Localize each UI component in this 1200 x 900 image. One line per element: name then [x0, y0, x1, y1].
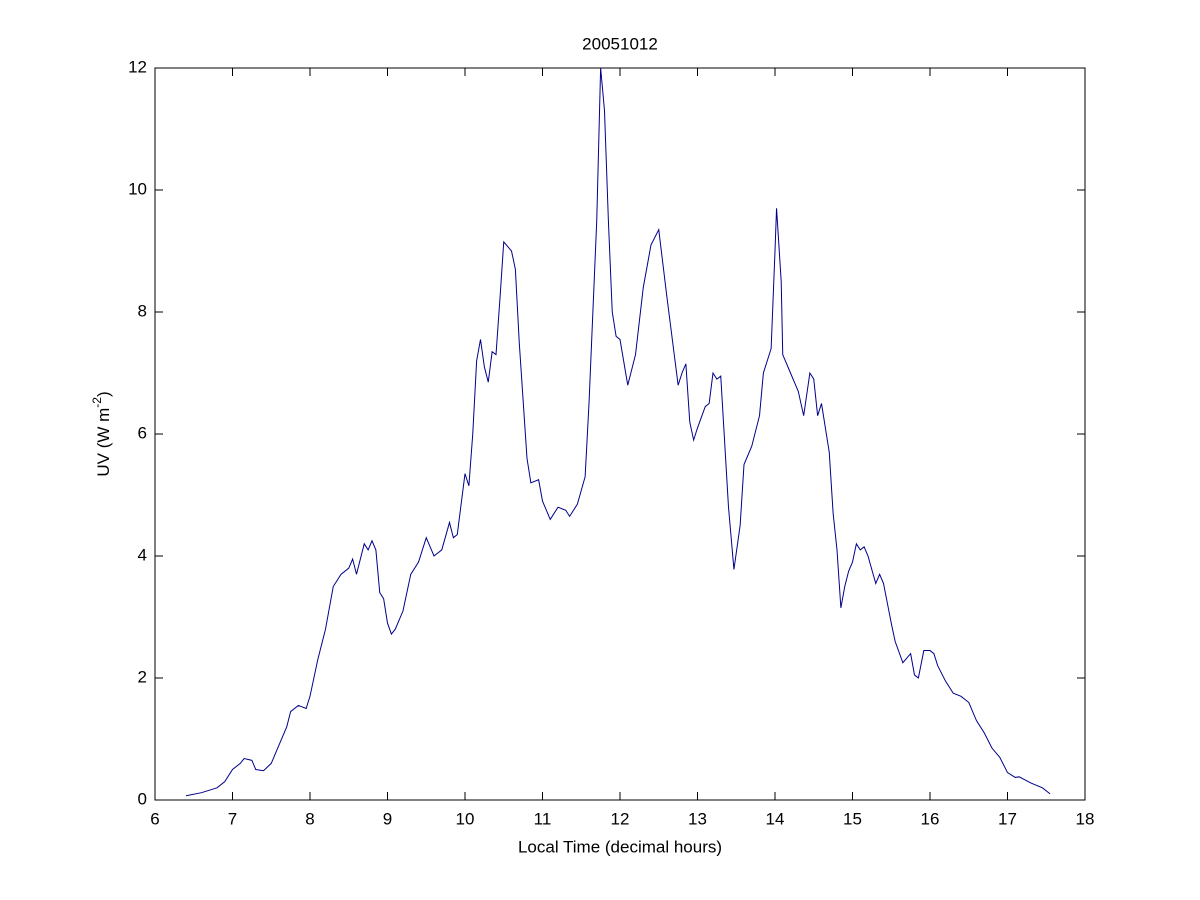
- y-tick-label: 12: [128, 57, 147, 76]
- y-tick-label: 10: [128, 179, 147, 198]
- x-tick-label: 13: [688, 809, 707, 828]
- x-tick-label: 9: [383, 809, 392, 828]
- x-tick-label: 18: [1076, 809, 1095, 828]
- y-label-text: UV (W m: [94, 408, 113, 477]
- x-tick-label: 7: [228, 809, 237, 828]
- plot-frame: [154, 67, 1086, 801]
- x-tick-label: 12: [611, 809, 630, 828]
- y-label-sup: -2: [90, 397, 104, 408]
- y-tick-label: 0: [138, 789, 147, 808]
- data-line: [185, 67, 1051, 797]
- chart-title: 20051012: [582, 34, 658, 53]
- y-axis-label: UV (W m-2): [90, 391, 113, 476]
- y-tick-label: 8: [138, 301, 147, 320]
- y-tick-label: 2: [138, 667, 147, 686]
- x-tick-label: 17: [998, 809, 1017, 828]
- x-tick-label: 8: [305, 809, 314, 828]
- x-tick-label: 14: [766, 809, 785, 828]
- y-label-end: ): [94, 391, 113, 397]
- x-tick-label: 16: [921, 809, 940, 828]
- x-axis-label: Local Time (decimal hours): [518, 837, 722, 856]
- y-tick-label: 4: [138, 545, 147, 564]
- x-tick-label: 15: [843, 809, 862, 828]
- y-tick-label: 6: [138, 423, 147, 442]
- x-tick-label: 11: [534, 809, 552, 828]
- x-tick-label: 10: [456, 809, 475, 828]
- x-tick-label: 6: [150, 809, 159, 828]
